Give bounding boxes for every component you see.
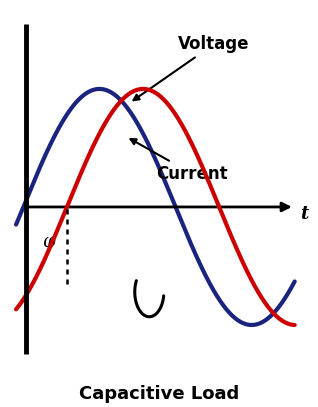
- Text: Current: Current: [130, 139, 228, 183]
- Text: t: t: [301, 205, 309, 223]
- Text: Voltage: Voltage: [134, 35, 250, 100]
- Text: φ: φ: [42, 233, 55, 251]
- Text: Capacitive Load: Capacitive Load: [79, 385, 239, 403]
